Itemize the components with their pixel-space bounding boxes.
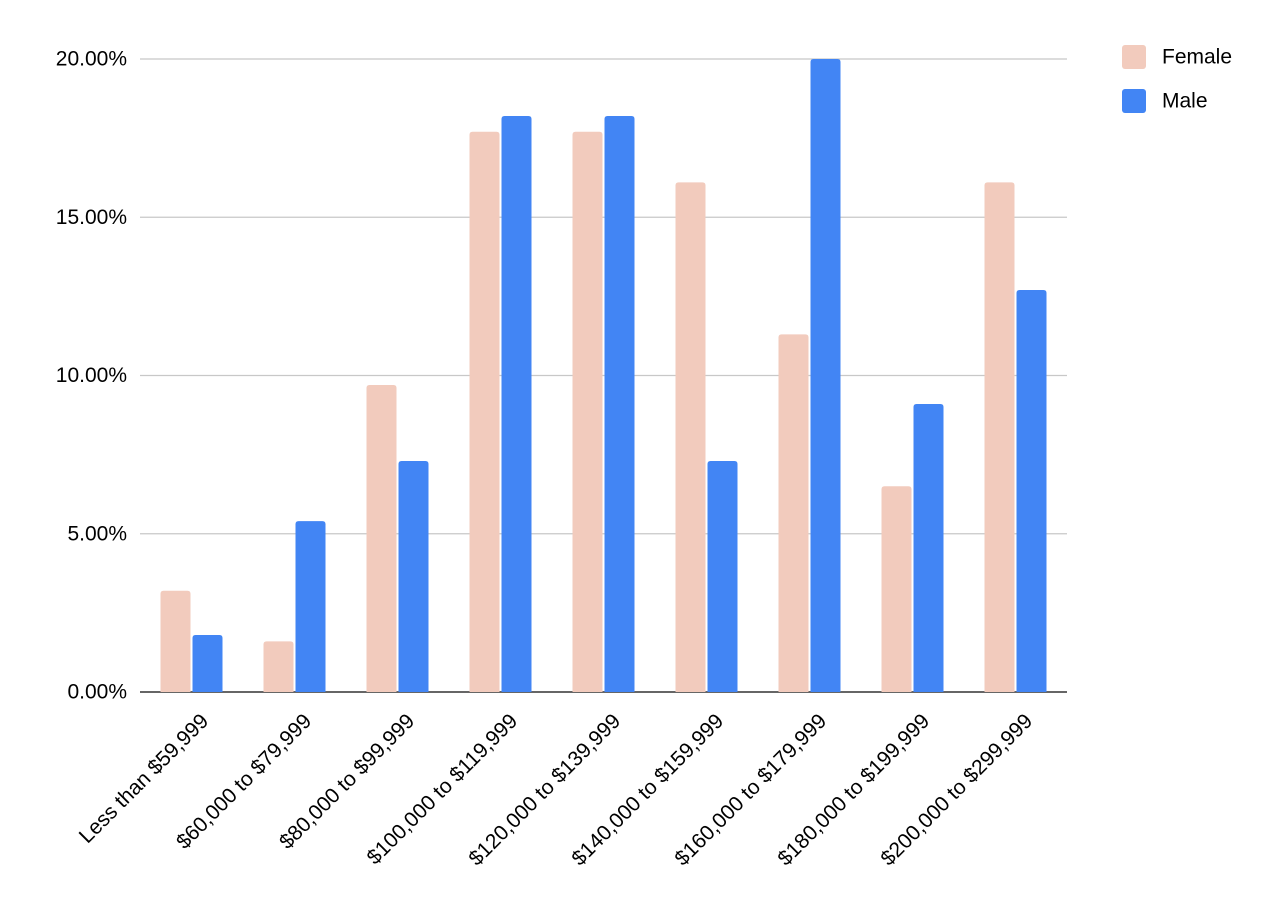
bar-male-0 (192, 635, 223, 692)
bar-female-2 (366, 384, 397, 692)
bar-male-3 (501, 115, 532, 693)
bar-male-2 (398, 460, 429, 692)
bar-female-1 (263, 641, 294, 692)
bar-male-5 (707, 460, 738, 692)
bar-female-7 (881, 486, 912, 692)
bar-male-8 (1016, 290, 1047, 692)
legend: Female Male (1122, 45, 1232, 113)
bar-male-4 (604, 115, 635, 693)
bar-female-6 (778, 334, 809, 692)
bar-male-6 (810, 59, 841, 692)
y-tick-label: 20.00% (56, 48, 127, 71)
gridlines (140, 58, 1067, 693)
bar-female-5 (675, 182, 706, 692)
legend-swatch-male (1122, 89, 1146, 113)
bar-female-8 (984, 182, 1015, 692)
y-tick-label: 15.00% (56, 206, 127, 229)
bar-male-7 (913, 403, 944, 692)
legend-label-female: Female (1162, 46, 1232, 69)
bar-female-0 (160, 590, 191, 692)
bar-female-3 (469, 131, 500, 693)
x-axis-ticks: Less than $59,999$60,000 to $79,999$80,0… (75, 709, 1037, 870)
y-tick-label: 10.00% (56, 364, 127, 387)
y-tick-label: 5.00% (67, 522, 127, 545)
legend-swatch-female (1122, 45, 1146, 69)
bars (160, 59, 1047, 693)
bar-male-1 (295, 521, 326, 692)
legend-label-male: Male (1162, 90, 1208, 113)
y-axis-ticks: 0.00% 5.00% 10.00% 15.00% 20.00% (56, 48, 127, 704)
y-tick-label: 0.00% (67, 681, 127, 704)
bar-female-4 (572, 131, 603, 693)
